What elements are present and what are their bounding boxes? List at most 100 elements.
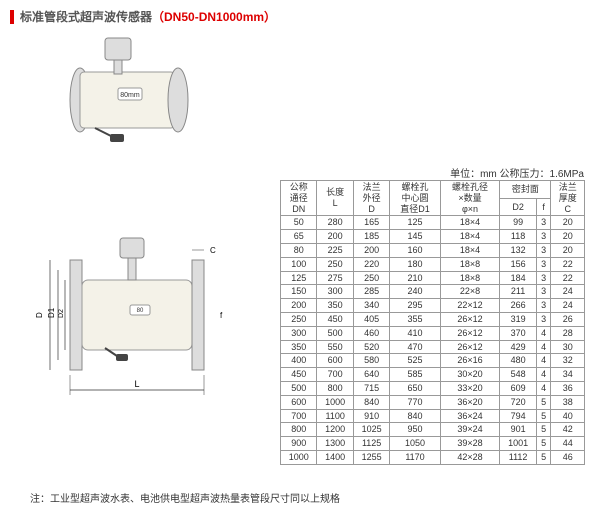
col-dn: 公称通径DN (281, 181, 317, 216)
table-cell: 720 (500, 395, 536, 409)
table-cell: 460 (353, 326, 389, 340)
table-cell: 220 (353, 257, 389, 271)
table-cell: 165 (353, 216, 389, 230)
table-cell: 22×12 (440, 299, 500, 313)
table-cell: 525 (390, 354, 440, 368)
dimension-diagram: 80 L D D1 D2 C f (30, 230, 250, 410)
table-row: 90013001125105039×281001544 (281, 437, 585, 451)
page-title: 标准管段式超声波传感器（DN50-DN1000mm） (20, 8, 276, 25)
title-range: （DN50-DN1000mm） (152, 10, 276, 24)
table-cell: 5 (536, 450, 551, 464)
table-cell: 4 (536, 354, 551, 368)
table-cell: 18×4 (440, 216, 500, 230)
table-cell: 300 (317, 285, 353, 299)
table-cell: 250 (317, 257, 353, 271)
table-cell: 3 (536, 299, 551, 313)
table-cell: 800 (317, 381, 353, 395)
table-cell: 33×20 (440, 381, 500, 395)
table-cell: 34 (551, 368, 585, 382)
spec-table: 公称通径DN 长度L 法兰外径D 螺栓孔中心圆直径D1 螺栓孔径×数量φ×n 密… (280, 180, 585, 465)
table-cell: 26×16 (440, 354, 500, 368)
table-cell: 3 (536, 285, 551, 299)
table-cell: 5 (536, 437, 551, 451)
table-cell: 22×8 (440, 285, 500, 299)
col-d: 法兰外径D (353, 181, 389, 216)
table-cell: 3 (536, 312, 551, 326)
table-cell: 185 (353, 230, 389, 244)
table-cell: 20 (551, 230, 585, 244)
table-cell: 18×8 (440, 257, 500, 271)
table-cell: 548 (500, 368, 536, 382)
table-cell: 770 (390, 395, 440, 409)
table-cell: 32 (551, 354, 585, 368)
col-l: 长度L (317, 181, 353, 216)
table-cell: 585 (390, 368, 440, 382)
table-cell: 300 (281, 326, 317, 340)
table-cell: 319 (500, 312, 536, 326)
table-cell: 160 (390, 243, 440, 257)
table-cell: 266 (500, 299, 536, 313)
col-phin: 螺栓孔径×数量φ×n (440, 181, 500, 216)
table-cell: 150 (281, 285, 317, 299)
table-row: 50080071565033×20609436 (281, 381, 585, 395)
table-cell: 180 (390, 257, 440, 271)
table-cell: 125 (281, 271, 317, 285)
col-seal: 密封面 (500, 181, 551, 199)
table-cell: 80 (281, 243, 317, 257)
table-cell: 42×28 (440, 450, 500, 464)
table-cell: 3 (536, 216, 551, 230)
table-row: 12527525021018×8184322 (281, 271, 585, 285)
svg-text:D1: D1 (47, 307, 56, 318)
table-cell: 370 (500, 326, 536, 340)
table-row: 15030028524022×8211324 (281, 285, 585, 299)
table-cell: 99 (500, 216, 536, 230)
col-d1: 螺栓孔中心圆直径D1 (390, 181, 440, 216)
col-c: 法兰厚度C (551, 181, 585, 216)
table-cell: 145 (390, 230, 440, 244)
table-cell: 65 (281, 230, 317, 244)
svg-text:80: 80 (137, 308, 144, 314)
table-cell: 36×24 (440, 409, 500, 423)
table-cell: 5 (536, 395, 551, 409)
table-cell: 40 (551, 409, 585, 423)
table-cell: 715 (353, 381, 389, 395)
table-cell: 794 (500, 409, 536, 423)
table-cell: 4 (536, 340, 551, 354)
table-cell: 24 (551, 285, 585, 299)
table-cell: 650 (390, 381, 440, 395)
table-cell: 609 (500, 381, 536, 395)
table-cell: 125 (390, 216, 440, 230)
table-cell: 350 (317, 299, 353, 313)
product-illustration: 80mm (60, 30, 200, 150)
table-cell: 26×12 (440, 312, 500, 326)
table-cell: 38 (551, 395, 585, 409)
table-cell: 355 (390, 312, 440, 326)
svg-text:f: f (220, 311, 223, 320)
table-row: 8022520016018×4132320 (281, 243, 585, 257)
table-cell: 4 (536, 326, 551, 340)
table-cell: 20 (551, 243, 585, 257)
table-cell: 211 (500, 285, 536, 299)
table-cell: 39×24 (440, 423, 500, 437)
table-cell: 4 (536, 368, 551, 382)
table-cell: 20 (551, 216, 585, 230)
svg-text:D: D (35, 312, 44, 318)
table-cell: 39×28 (440, 437, 500, 451)
table-cell: 3 (536, 230, 551, 244)
table-cell: 950 (390, 423, 440, 437)
title-marker (10, 10, 14, 24)
table-cell: 700 (281, 409, 317, 423)
units-line: 单位：mm 公称压力：1.6MPa (450, 165, 584, 180)
table-cell: 30 (551, 340, 585, 354)
table-cell: 22 (551, 271, 585, 285)
table-row: 6520018514518×4118320 (281, 230, 585, 244)
table-cell: 118 (500, 230, 536, 244)
table-row: 100014001255117042×281112546 (281, 450, 585, 464)
table-header: 公称通径DN 长度L 法兰外径D 螺栓孔中心圆直径D1 螺栓孔径×数量φ×n 密… (281, 181, 585, 216)
table-cell: 1125 (353, 437, 389, 451)
table-cell: 901 (500, 423, 536, 437)
table-cell: 520 (353, 340, 389, 354)
table-cell: 800 (281, 423, 317, 437)
table-cell: 156 (500, 257, 536, 271)
table-row: 8001200102595039×24901542 (281, 423, 585, 437)
